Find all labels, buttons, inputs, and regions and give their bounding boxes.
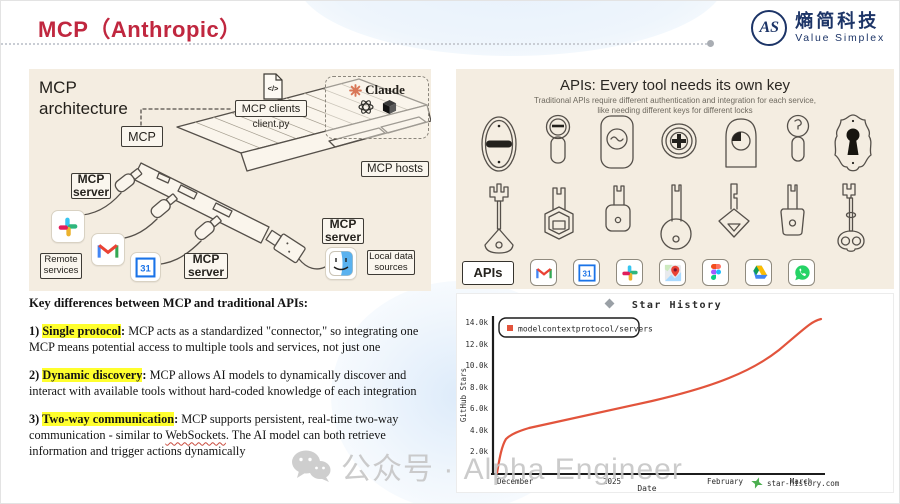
mcp-architecture-panel: MCP architecture </> MCP clients client.… [29, 69, 431, 291]
keys-row [476, 179, 874, 259]
x-axis-label: Date [637, 484, 656, 492]
svg-text:31: 31 [140, 263, 151, 274]
apis-panel-subtitle: Traditional APIs require different authe… [534, 96, 816, 116]
difference-item-1: 1) Single protocol: MCP acts as a standa… [29, 324, 419, 355]
google-calendar-icon: 31 [573, 259, 600, 286]
client-py-label: client.py [252, 119, 290, 130]
difference-item-3: 3) Two-way communication: MCP supports p… [29, 412, 399, 459]
header-divider [1, 43, 707, 45]
key-icon-round-bow [660, 184, 692, 250]
chart-legend: modelcontextprotocol/servers [498, 317, 653, 338]
openai-icon [357, 99, 374, 114]
key-icon-trapezoid-bow [780, 184, 805, 236]
architecture-title: MCP architecture [39, 78, 128, 119]
locks-row [476, 113, 874, 175]
usb-a-plug-icon [265, 229, 306, 264]
svg-text:14.0k: 14.0k [465, 318, 488, 327]
mcp-hosts-group: Claude MCP hosts [325, 76, 429, 177]
usb-plug-icon [194, 215, 222, 241]
file-code-icon: </> [263, 73, 283, 100]
header-divider-dot [707, 40, 714, 47]
svg-text:</>: </> [268, 84, 279, 93]
slack-icon [616, 259, 643, 286]
lock-icon-escutcheon [834, 114, 872, 172]
key-differences-text: Key differences between MCP and traditio… [29, 295, 445, 472]
claude-label: Claude [365, 82, 405, 97]
key-icon-square-bow [605, 185, 631, 232]
whatsapp-icon [788, 259, 815, 286]
apis-icon-row: APIs 31 [462, 259, 888, 286]
star-history-attribution: star-history.com [751, 477, 840, 489]
company-name-en: Value Simplex [795, 31, 885, 44]
svg-text:31: 31 [582, 269, 591, 278]
star-history-chart: Star History 14.0k 12.0k 10.0k 8.0k 6.0k… [456, 293, 894, 493]
mcp-server-label-2: MCP server [184, 253, 228, 279]
star-history-icon [751, 477, 763, 489]
decorative-blob-top [296, 1, 726, 56]
chart-title: Star History [632, 299, 722, 311]
google-maps-icon [659, 259, 686, 286]
finder-icon [325, 247, 357, 280]
svg-text:March: March [790, 477, 813, 486]
key-differences-heading: Key differences between MCP and traditio… [29, 296, 308, 310]
mcp-server-label-3: MCP server [322, 218, 364, 244]
key-icon-skeleton [837, 183, 865, 252]
lock-icon-cross-dial [661, 123, 697, 159]
mcp-label: MCP [121, 126, 163, 147]
svg-text:February: February [707, 477, 744, 486]
svg-text:10.0k: 10.0k [465, 361, 488, 370]
websockets-term: WebSockets [165, 428, 226, 443]
x-tick-labels: December 2025 February March [497, 477, 812, 486]
lock-icon-arch [725, 118, 757, 168]
svg-text:6.0k: 6.0k [470, 404, 489, 413]
cube-icon [382, 99, 396, 114]
local-data-sources-label: Local data sources [367, 250, 415, 275]
page-title: MCP（Anthropic） [38, 17, 242, 42]
gmail-icon [530, 259, 557, 286]
usb-plug-icon [114, 168, 143, 193]
company-name-cn: 熵简科技 [795, 11, 880, 32]
apis-panel: APIs: Every tool needs its own key Tradi… [456, 69, 894, 289]
svg-text:modelcontextprotocol/servers: modelcontextprotocol/servers [518, 325, 653, 334]
apis-label: APIs [462, 260, 514, 285]
google-drive-icon [745, 259, 772, 286]
key-icon-diamond-bow [718, 183, 750, 238]
svg-text:star-history.com: star-history.com [767, 479, 840, 488]
lock-icon-cylinder [546, 114, 571, 164]
apis-panel-title: APIs: Every tool needs its own key [559, 77, 791, 94]
series-line [495, 317, 823, 475]
svg-text:2.0k: 2.0k [470, 447, 489, 456]
figma-icon [702, 259, 729, 286]
google-calendar-icon: 31 [130, 252, 161, 282]
svg-text:4.0k: 4.0k [470, 426, 489, 435]
gmail-icon [91, 233, 125, 266]
claude-asterisk-icon [349, 83, 362, 97]
mcp-hosts-label: MCP hosts [361, 161, 429, 177]
mcp-server-label-1: MCP server [71, 172, 111, 199]
slack-icon [51, 210, 85, 243]
diamond-icon [604, 298, 615, 309]
logo-monogram-icon: AS [751, 10, 788, 46]
lock-icon-oval [481, 116, 517, 172]
remote-services-label: Remote services [40, 253, 82, 279]
svg-text:12.0k: 12.0k [465, 340, 488, 349]
svg-text:December: December [497, 477, 534, 486]
lock-icon-round-stem [786, 114, 809, 162]
y-tick-labels: 14.0k 12.0k 10.0k 8.0k 6.0k 4.0k 2.0k [465, 318, 488, 456]
lock-icon-rounded-plate [600, 115, 634, 169]
difference-item-2: 2) Dynamic discovery: MCP allows AI mode… [29, 368, 417, 399]
mcp-clients-label: MCP clients [235, 100, 307, 117]
company-logo: AS 熵简科技 Value Simplex [751, 10, 885, 46]
y-axis-label: GitHub Stars [459, 368, 468, 422]
svg-text:8.0k: 8.0k [470, 383, 489, 392]
key-icon-ornate [484, 183, 514, 254]
key-icon-hex-bow [544, 187, 574, 240]
svg-text:2025: 2025 [603, 477, 621, 486]
usb-plug-icon [150, 193, 178, 219]
